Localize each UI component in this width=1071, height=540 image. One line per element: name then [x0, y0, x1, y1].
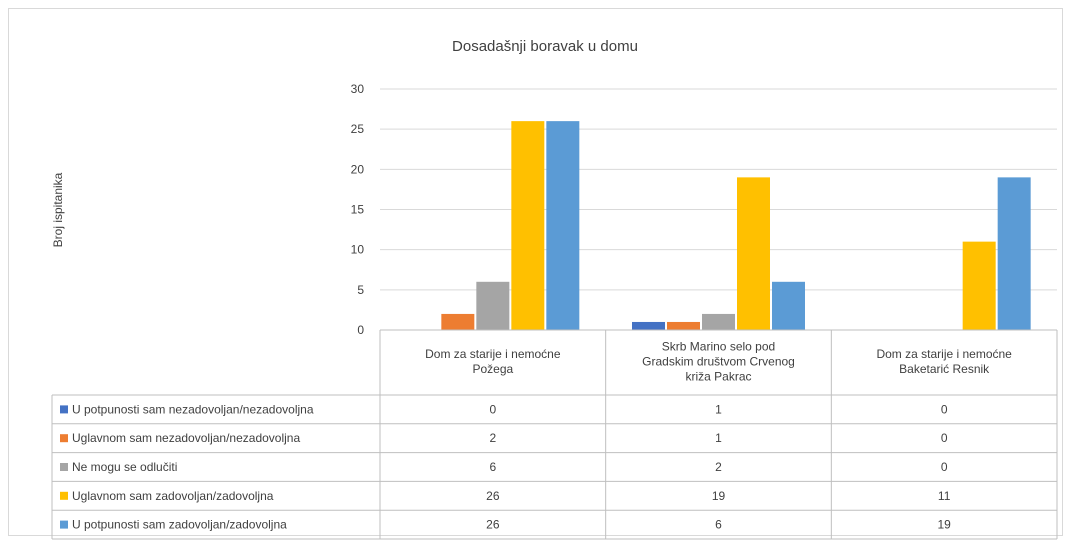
data-table-value: 0: [941, 460, 948, 474]
data-table-value: 0: [489, 402, 496, 416]
x-category-label: Skrb Marino selo pod: [662, 340, 775, 354]
data-table-value: 11: [938, 489, 951, 503]
y-axis-label: Broj ispitanika: [51, 172, 65, 247]
data-table-value: 2: [489, 431, 496, 445]
data-table-value: 26: [486, 489, 500, 503]
legend-swatch: [60, 491, 68, 500]
legend-label: Ne mogu se odlučiti: [72, 460, 177, 474]
y-tick-label: 15: [351, 203, 365, 217]
legend-label: Uglavnom sam zadovoljan/zadovoljna: [72, 489, 274, 503]
chart-title: Dosadašnji boravak u domu: [452, 38, 638, 55]
x-category-label: Dom za starije i nemoćne: [425, 347, 561, 361]
bar: [546, 121, 580, 330]
legend-label: U potpunosti sam zadovoljan/zadovoljna: [72, 518, 287, 532]
data-table-value: 0: [941, 402, 948, 416]
data-table-value: 6: [715, 518, 722, 532]
y-tick-label: 20: [351, 162, 365, 176]
legend-label: U potpunosti sam nezadovoljan/nezadovolj…: [72, 402, 314, 416]
y-tick-label: 10: [351, 243, 365, 257]
data-table-value: 6: [489, 460, 496, 474]
bar: [511, 121, 545, 330]
data-table-value: 19: [712, 489, 726, 503]
data-table-value: 19: [937, 518, 951, 532]
y-tick-label: 5: [357, 283, 364, 297]
legend-swatch: [60, 520, 68, 529]
bar: [962, 241, 996, 330]
x-category-label: Baketarić Resnik: [899, 362, 990, 376]
bar: [632, 321, 665, 330]
bar: [667, 321, 700, 330]
legend-swatch: [60, 434, 68, 443]
data-table-value: 2: [715, 460, 722, 474]
y-tick-label: 25: [351, 122, 365, 136]
x-category-label: Gradskim društvom Crvenog: [642, 355, 795, 369]
y-tick-label: 30: [351, 82, 365, 96]
legend-swatch: [60, 405, 68, 414]
bar: [997, 177, 1031, 330]
bar: [476, 281, 510, 330]
data-table-value: 1: [715, 402, 722, 416]
bar: [737, 177, 770, 330]
x-category-label: križa Pakrac: [685, 370, 751, 384]
x-category-label: Dom za starije i nemoćne: [876, 347, 1012, 361]
data-table-value: 26: [486, 518, 500, 532]
x-category-label: Požega: [472, 362, 513, 376]
data-table-value: 1: [715, 431, 722, 445]
legend-label: Uglavnom sam nezadovoljan/nezadovoljna: [72, 431, 300, 445]
y-tick-label: 0: [357, 323, 364, 337]
data-table-value: 0: [941, 431, 948, 445]
bar: [441, 313, 475, 330]
bar: [772, 281, 805, 330]
bar: [702, 313, 735, 330]
legend-swatch: [60, 463, 68, 471]
